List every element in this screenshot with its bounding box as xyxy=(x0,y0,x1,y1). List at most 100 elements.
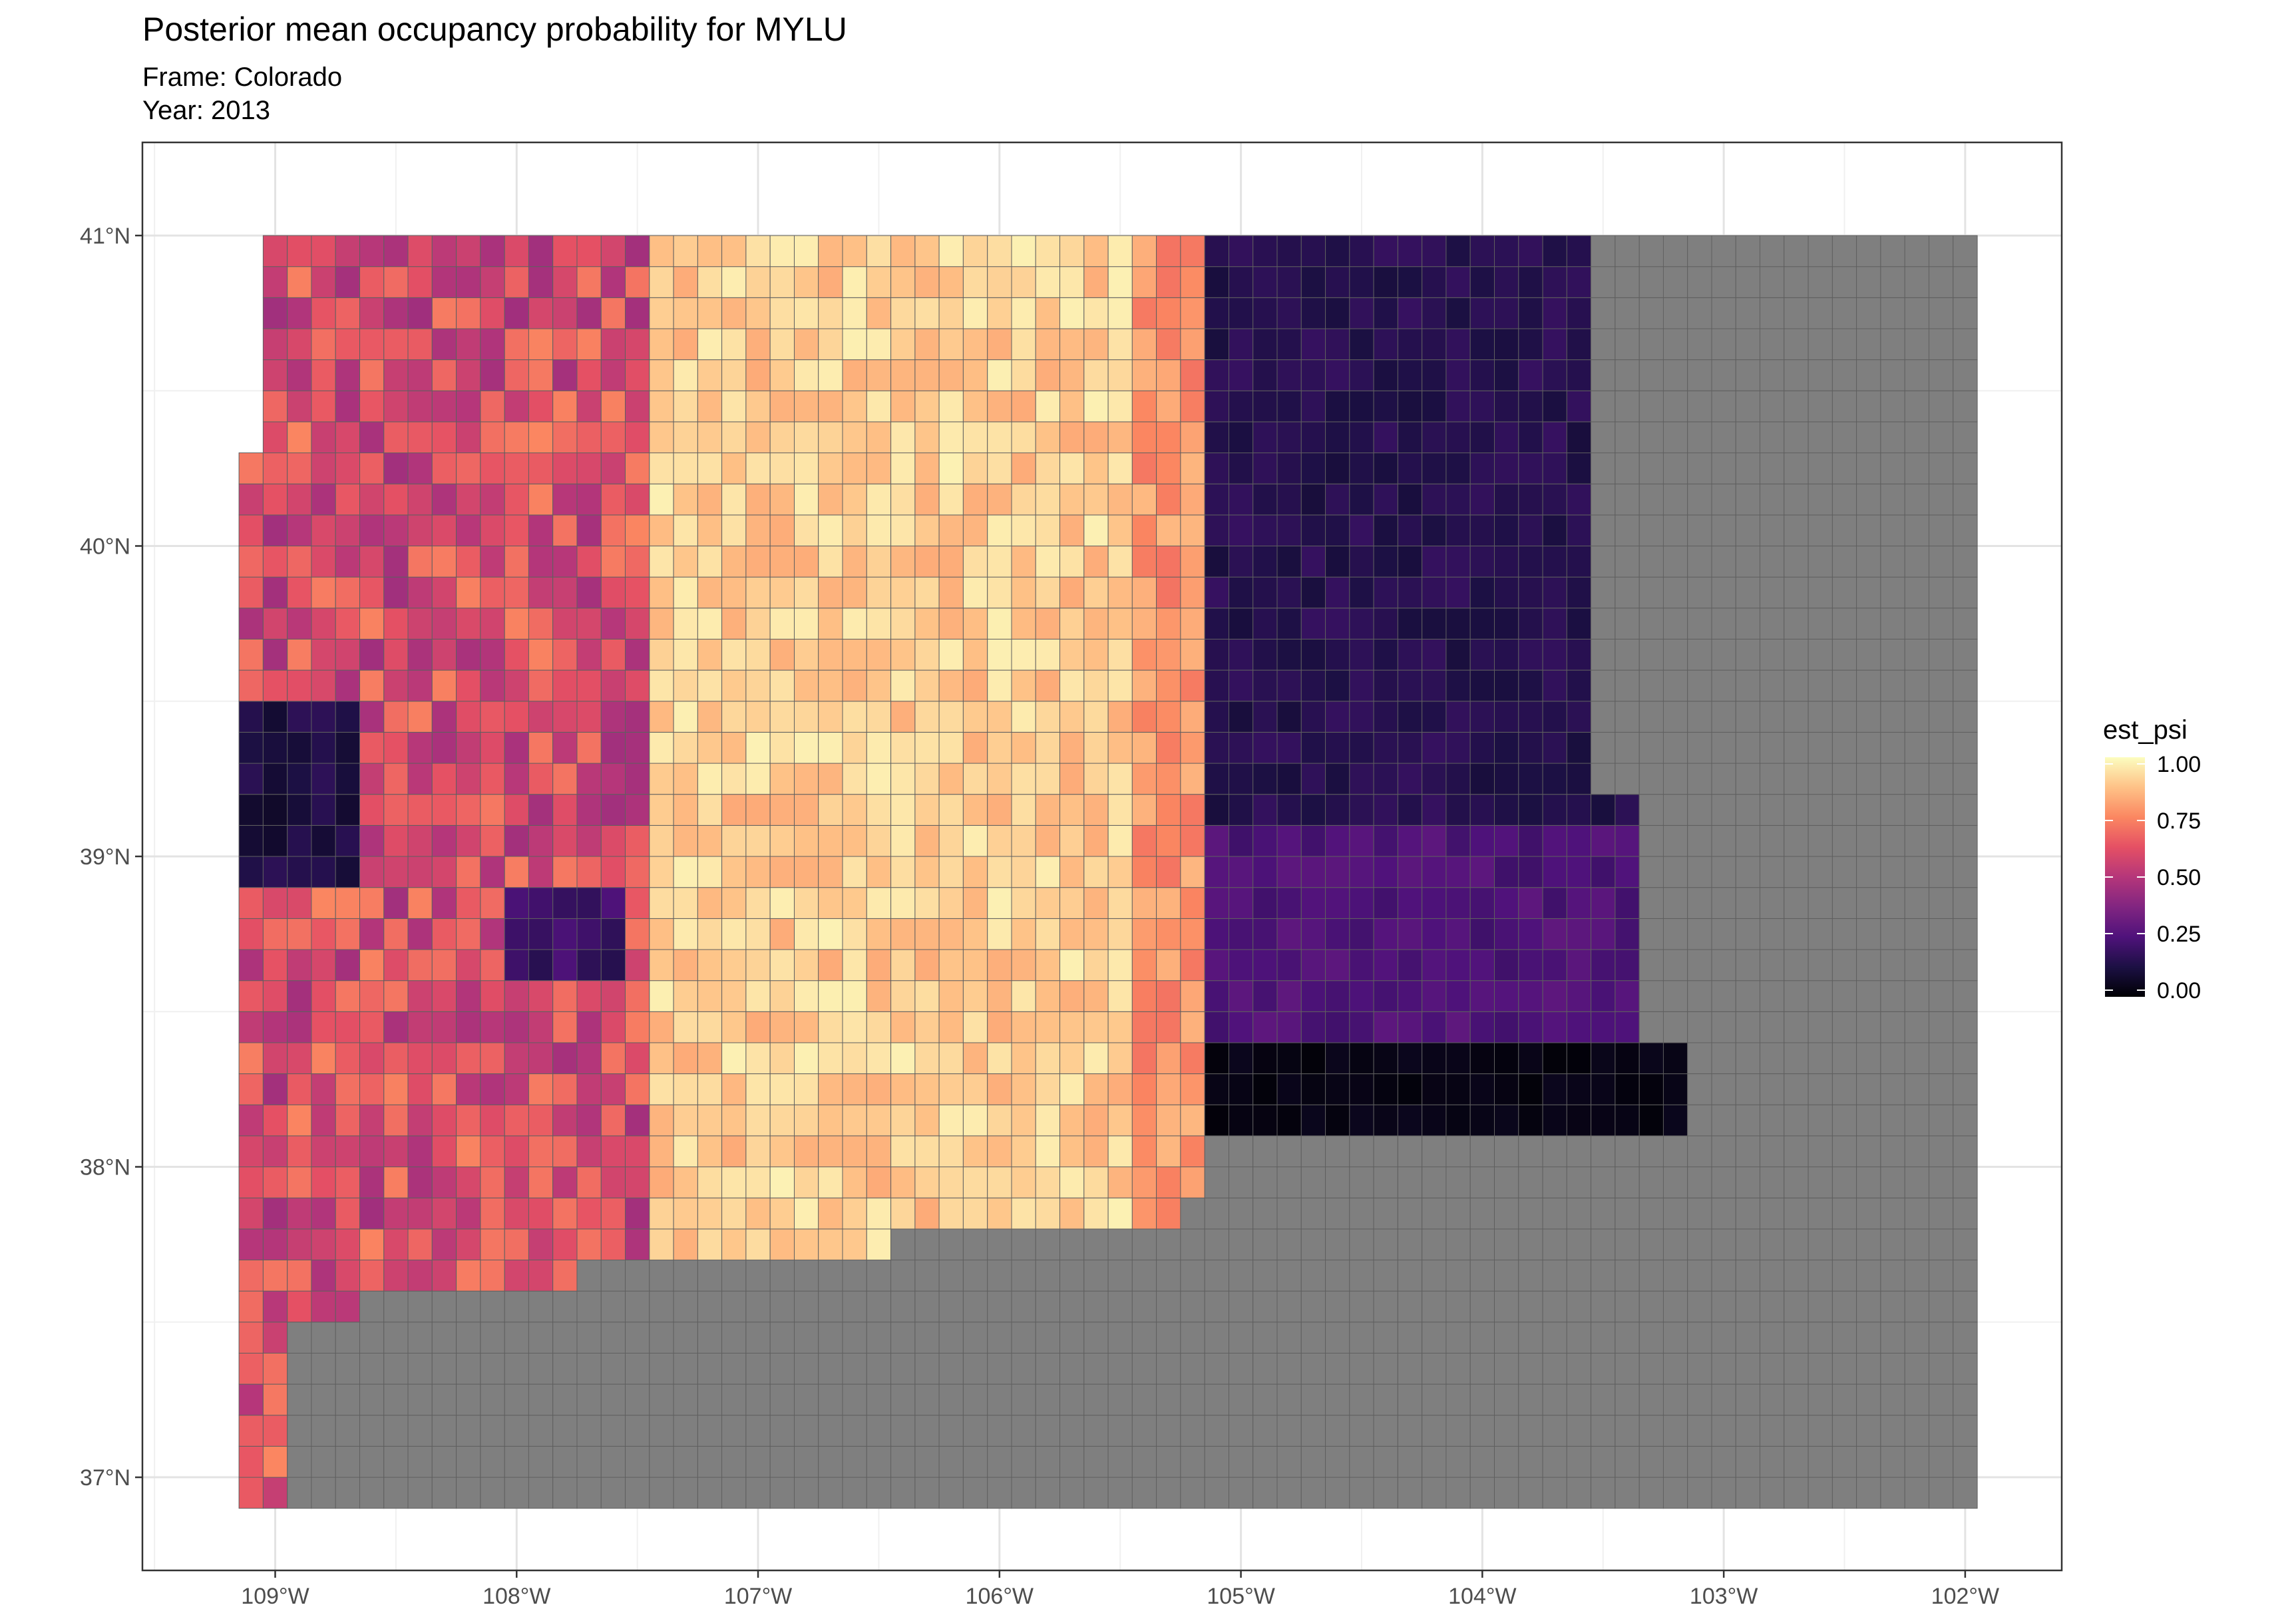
map-cell xyxy=(1131,421,1157,454)
map-cell xyxy=(600,1322,626,1354)
map-cell xyxy=(1518,359,1543,391)
map-cell xyxy=(1397,297,1423,329)
map-cell xyxy=(1566,421,1592,454)
map-cell xyxy=(987,1228,1012,1261)
map-cell xyxy=(866,1445,892,1478)
map-cell xyxy=(1518,763,1543,795)
y-tick-label: 40°N xyxy=(80,534,130,559)
map-cell xyxy=(480,949,505,982)
map-cell xyxy=(1229,1290,1254,1323)
map-cell xyxy=(456,1073,481,1105)
map-cell xyxy=(1180,918,1205,950)
map-cell xyxy=(1204,918,1229,950)
map-cell xyxy=(456,1104,481,1137)
map-cell xyxy=(1469,1290,1495,1323)
map-cell xyxy=(1735,980,1761,1012)
map-cell xyxy=(769,1197,795,1230)
map-cell xyxy=(311,1260,336,1292)
map-cell xyxy=(431,452,457,484)
map-cell xyxy=(673,1260,698,1292)
map-cell xyxy=(1422,918,1447,950)
map-cell xyxy=(238,1290,264,1323)
map-cell xyxy=(1760,1104,1785,1137)
map-cell xyxy=(1494,483,1519,516)
map-cell xyxy=(1566,949,1592,982)
map-cell xyxy=(335,1415,361,1447)
map-cell xyxy=(1687,576,1712,609)
map-cell xyxy=(431,1011,457,1043)
map-cell xyxy=(1929,608,1954,639)
map-cell xyxy=(987,421,1012,454)
map-cell xyxy=(528,731,554,764)
map-cell xyxy=(528,1260,554,1292)
map-cell xyxy=(1422,1104,1447,1137)
map-cell xyxy=(576,1104,602,1137)
map-cell xyxy=(528,452,554,484)
map-cell xyxy=(987,1260,1012,1292)
map-cell xyxy=(552,731,578,764)
map-cell xyxy=(1252,949,1278,982)
map-cell xyxy=(1808,824,1833,857)
map-cell xyxy=(1735,763,1761,795)
map-cell xyxy=(1107,763,1133,795)
map-cell xyxy=(1662,918,1688,950)
map-cell xyxy=(1808,1477,1833,1509)
map-cell xyxy=(1422,514,1447,546)
map-cell xyxy=(1929,452,1954,484)
map-cell xyxy=(914,328,940,361)
map-cell xyxy=(1856,546,1881,578)
map-cell xyxy=(1760,824,1785,857)
map-cell xyxy=(552,669,578,702)
map-cell xyxy=(818,638,843,671)
map-cell xyxy=(1784,980,1809,1012)
map-cell xyxy=(1760,297,1785,329)
map-cell xyxy=(1542,1073,1567,1105)
map-cell xyxy=(1276,763,1302,795)
map-cell xyxy=(1373,235,1398,268)
map-cell xyxy=(721,390,747,423)
map-cell xyxy=(576,794,602,826)
map-cell xyxy=(649,1415,674,1447)
map-cell xyxy=(1735,1352,1761,1385)
map-cell xyxy=(576,949,602,982)
map-cell xyxy=(600,1135,626,1168)
map-cell xyxy=(1566,887,1592,919)
map-cell xyxy=(769,1073,795,1105)
map-cell xyxy=(818,390,843,423)
map-cell xyxy=(1687,1290,1712,1323)
map-cell xyxy=(866,856,892,888)
map-cell xyxy=(721,576,747,609)
map-cell xyxy=(1131,546,1157,578)
map-cell xyxy=(1276,856,1302,888)
map-cell xyxy=(1011,1477,1036,1509)
map-cell xyxy=(794,514,819,546)
map-cell xyxy=(576,483,602,516)
map-cell xyxy=(1252,701,1278,733)
map-cell xyxy=(1156,701,1181,733)
map-cell xyxy=(1180,731,1205,764)
map-cell xyxy=(1856,1166,1881,1198)
map-cell xyxy=(1422,546,1447,578)
map-cell xyxy=(1566,1104,1592,1137)
map-cell xyxy=(1687,918,1712,950)
map-cell xyxy=(311,638,336,671)
map-cell xyxy=(1542,546,1567,578)
map-cell xyxy=(1591,887,1616,919)
map-cell xyxy=(1252,1383,1278,1416)
map-cell xyxy=(890,1322,916,1354)
map-cell xyxy=(625,297,650,329)
map-cell xyxy=(504,1445,530,1478)
map-cell xyxy=(238,1477,264,1509)
map-cell xyxy=(1349,1383,1374,1416)
map-cell xyxy=(1735,235,1761,268)
map-cell xyxy=(745,546,771,578)
map-cell xyxy=(407,546,433,578)
map-cell xyxy=(1180,1042,1205,1075)
map-cell xyxy=(1445,1383,1471,1416)
map-cell xyxy=(914,1352,940,1385)
map-cell xyxy=(938,763,964,795)
map-cell xyxy=(721,546,747,578)
map-cell xyxy=(1469,390,1495,423)
map-cell xyxy=(1760,608,1785,639)
map-cell xyxy=(697,887,723,919)
